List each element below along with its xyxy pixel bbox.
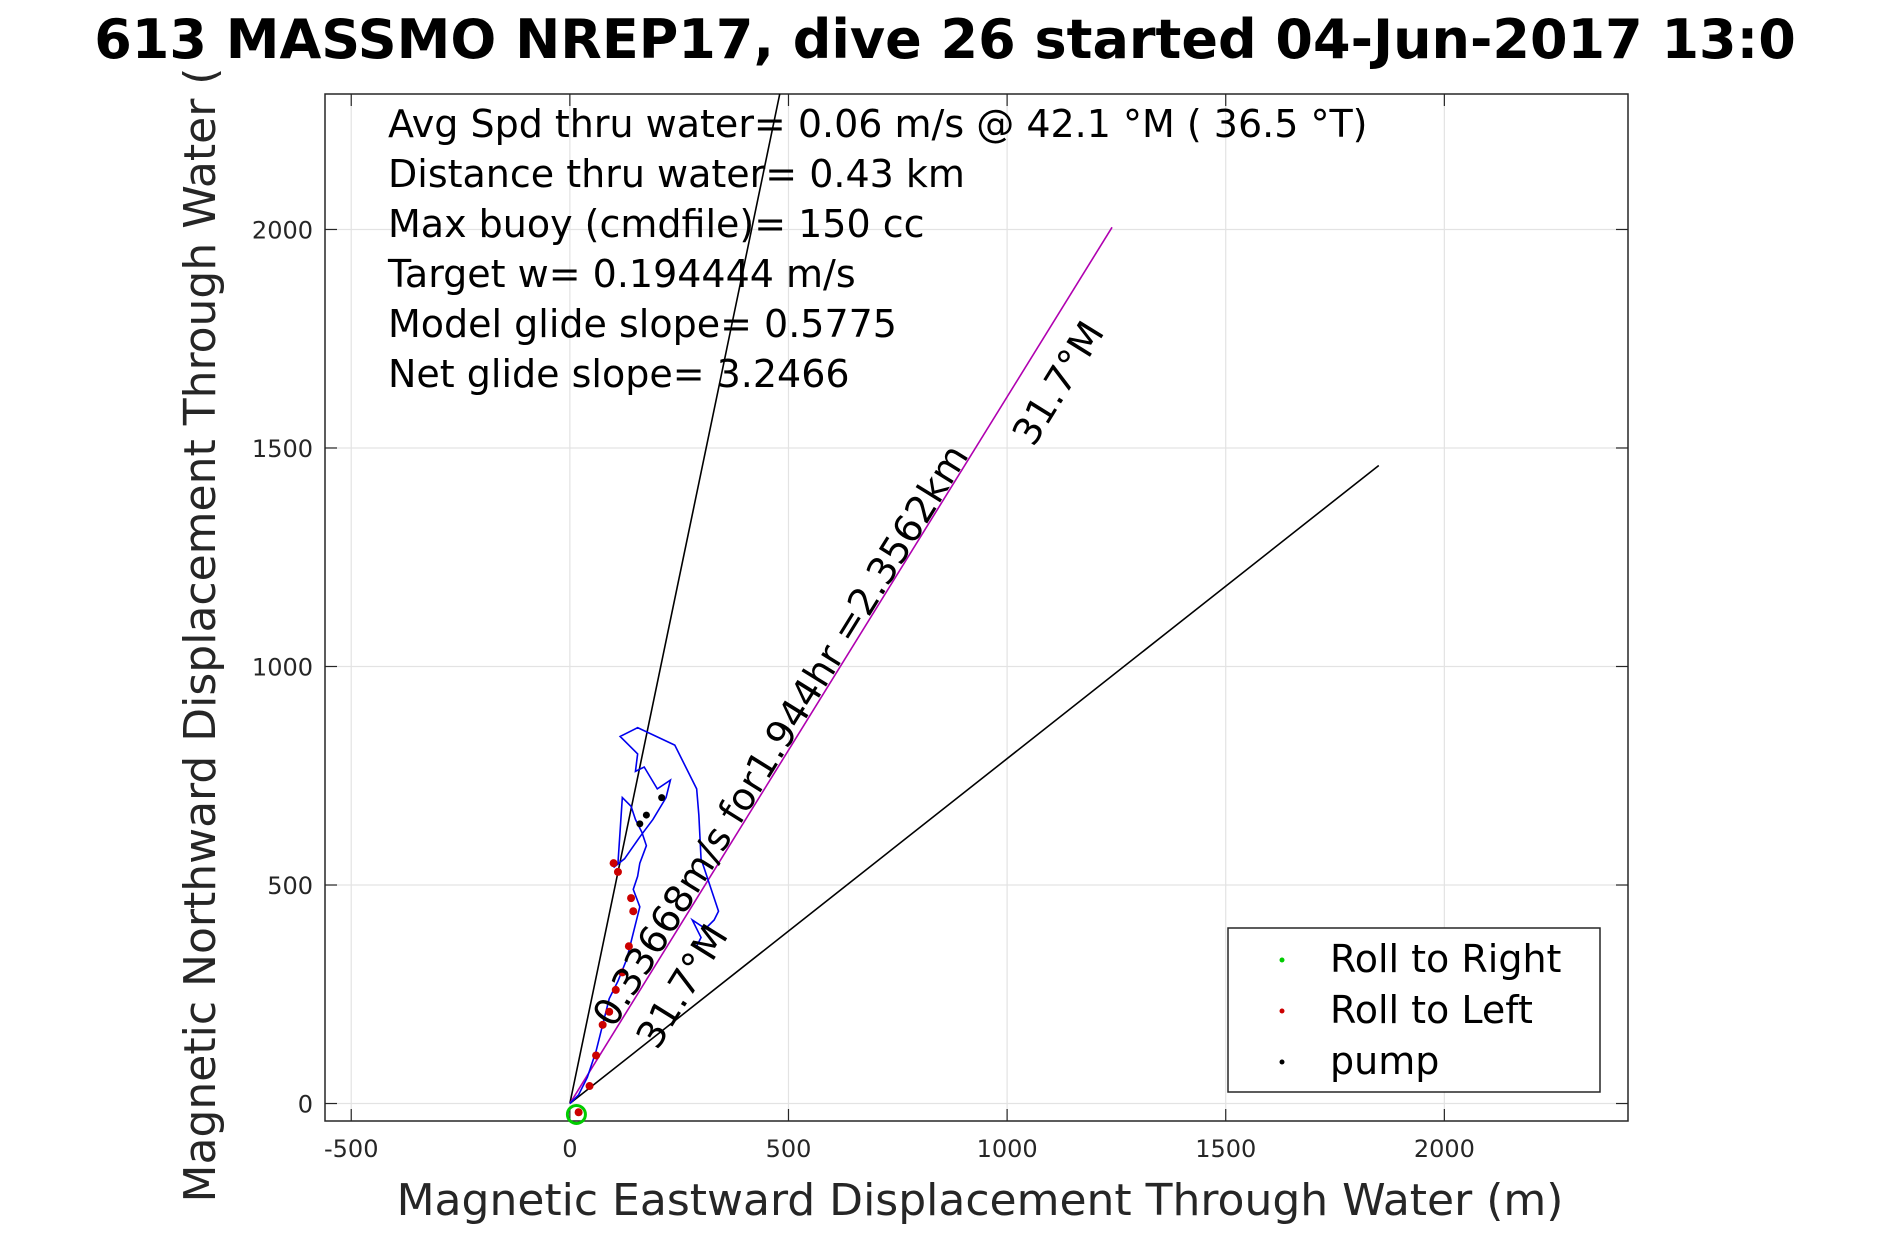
legend-roll-right-marker (1279, 957, 1285, 963)
roll-left-point (629, 907, 638, 916)
annotations: 0.33668m/s for1.944hr =2.3562km31.7°M31.… (584, 314, 1113, 1056)
legend-roll-left-marker (1279, 1008, 1285, 1014)
track-line (569, 726, 720, 1105)
x-tick-label: 0 (562, 1135, 577, 1163)
x-tick-label: 500 (766, 1135, 812, 1163)
y-tick-label: 500 (267, 872, 313, 900)
roll-left-point (613, 867, 622, 876)
reference-lines (569, 93, 1380, 1105)
roll-left-point (605, 1007, 614, 1016)
event-markers (565, 794, 666, 1125)
stat-line: Distance thru water= 0.43 km (388, 152, 965, 196)
x-tick-label: 1500 (1195, 1135, 1256, 1163)
legend-roll-right-label: Roll to Right (1330, 937, 1561, 981)
glider-track (569, 726, 720, 1105)
roll-left-point (592, 1051, 601, 1060)
roll-left-point (611, 985, 620, 994)
roll-left-point (618, 968, 627, 977)
start-marker (565, 1103, 587, 1125)
x-tick-label: 2000 (1414, 1135, 1475, 1163)
y-tick-label: 0 (298, 1091, 313, 1119)
legend-box (1227, 927, 1601, 1093)
roll-left-point (574, 1108, 583, 1117)
stat-line: Net glide slope= 3.2466 (388, 352, 850, 396)
pump-point (636, 820, 644, 828)
y-tick-label: 1500 (252, 435, 313, 463)
reference-line-1 (569, 93, 781, 1104)
x-axis-label: Magnetic Eastward Displacement Through W… (397, 1175, 1564, 1226)
chart-title: 613 MASSMO NREP17, dive 26 started 04-Ju… (94, 8, 1796, 71)
x-tick-label: 1000 (977, 1135, 1038, 1163)
x-tick-label: -500 (324, 1135, 378, 1163)
roll-left-point (598, 1020, 607, 1029)
annotation-1: 0.33668m/s for1.944hr =2.3562km (584, 437, 977, 1034)
legend-pump-label: pump (1330, 1039, 1439, 1083)
annotation-2: 31.7°M (1004, 314, 1113, 453)
stat-line: Model glide slope= 0.5775 (388, 302, 897, 346)
pump-point (642, 811, 650, 819)
stat-line: Target w= 0.194444 m/s (387, 252, 856, 296)
reference-line-3 (569, 226, 1113, 1104)
roll-left-point (585, 1082, 594, 1091)
legend: Roll to Right Roll to Left pump (1227, 927, 1601, 1093)
y-tick-label: 1000 (252, 653, 313, 681)
legend-pump-marker (1279, 1059, 1285, 1065)
pump-point (658, 794, 666, 802)
roll-left-point (624, 942, 633, 951)
reference-line-2 (569, 464, 1380, 1105)
grid-lines (325, 94, 1628, 1121)
roll-left-point (627, 894, 636, 903)
axis-ticks: -500 0 500 1000 1500 2000 0 500 1000 1500 2000 (252, 94, 1628, 1163)
y-tick-label: 2000 (252, 216, 313, 244)
plot-area (324, 93, 1629, 1122)
legend-roll-left-label: Roll to Left (1330, 988, 1533, 1032)
roll-left-point (609, 859, 618, 868)
stat-line: Max buoy (cmdfile)= 150 cc (388, 202, 925, 246)
stat-line: Avg Spd thru water= 0.06 m/s @ 42.1 °M (… (388, 102, 1368, 146)
stats-text: Avg Spd thru water= 0.06 m/s @ 42.1 °M (… (387, 102, 1368, 396)
y-axis-label: Magnetic Northward Displacement Through … (175, 68, 226, 1203)
